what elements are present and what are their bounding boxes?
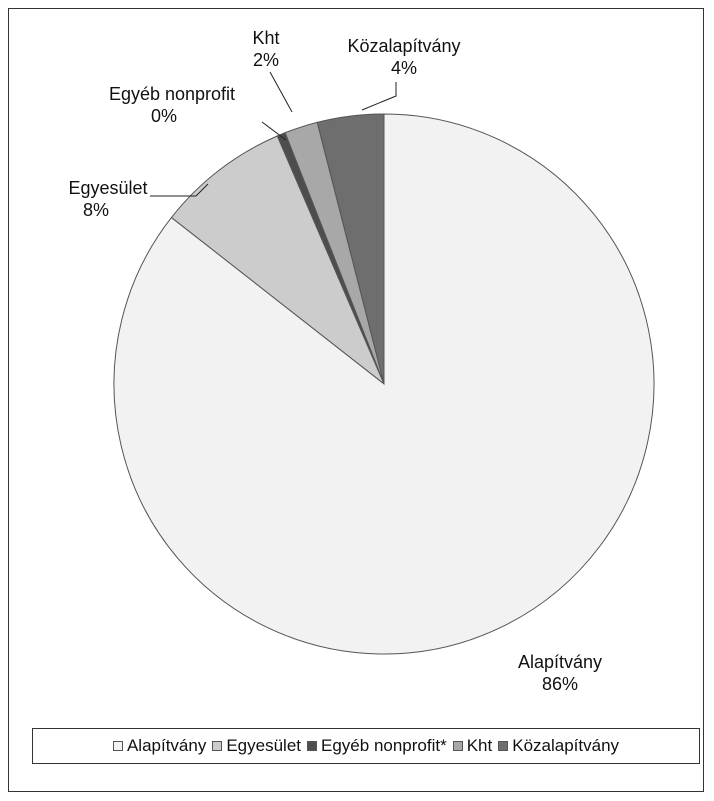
- legend-label-egyeb: Egyéb nonprofit*: [321, 736, 447, 755]
- chart-legend: Alapítvány Egyesület Egyéb nonprofit* Kh…: [32, 728, 700, 764]
- legend-label-alapitvany: Alapítvány: [126, 736, 207, 755]
- label-kozalapitvany-name: Közalapítvány: [347, 36, 460, 56]
- legend-item-alapitvany: Alapítvány: [112, 736, 207, 756]
- leader-line-egyesulet: [150, 183, 209, 197]
- label-egyesulet-name: Egyesület: [68, 178, 147, 198]
- label-alapitvany-pct: 86%: [542, 674, 578, 694]
- label-kozalapitvany-pct: 4%: [391, 58, 417, 78]
- leader-line-kht: [269, 71, 293, 113]
- legend-item-egyeb: Egyéb nonprofit*: [307, 736, 447, 756]
- label-kht-name: Kht: [252, 28, 279, 48]
- legend-swatch-kozalapitvany: [498, 741, 509, 751]
- pie-slice-alapitvany: [113, 113, 655, 655]
- label-alapitvany-name: Alapítvány: [518, 652, 602, 672]
- pie-slice-egyesulet: [170, 135, 385, 385]
- legend-swatch-kht: [452, 741, 463, 751]
- legend-item-kht: Kht: [452, 736, 493, 756]
- label-egyeb-pct: 0%: [151, 106, 177, 126]
- label-egyeb-name: Egyéb nonprofit: [109, 84, 235, 104]
- legend-label-egyesulet: Egyesület: [226, 736, 302, 755]
- legend-swatch-alapitvany: [112, 741, 123, 751]
- legend-label-kozalapitvany: Közalapítvány: [512, 736, 620, 755]
- legend-item-kozalapitvany: Közalapítvány: [498, 736, 619, 756]
- legend-swatch-egyesulet: [212, 741, 223, 751]
- leader-line-kozalapitvany: [361, 82, 397, 111]
- label-kht-pct: 2%: [253, 50, 279, 70]
- leader-line-egyeb: [261, 121, 287, 141]
- legend-swatch-egyeb: [307, 741, 318, 751]
- label-egyesulet-pct: 8%: [83, 200, 109, 220]
- legend-label-kht: Kht: [466, 736, 493, 755]
- legend-item-egyesulet: Egyesület: [212, 736, 301, 756]
